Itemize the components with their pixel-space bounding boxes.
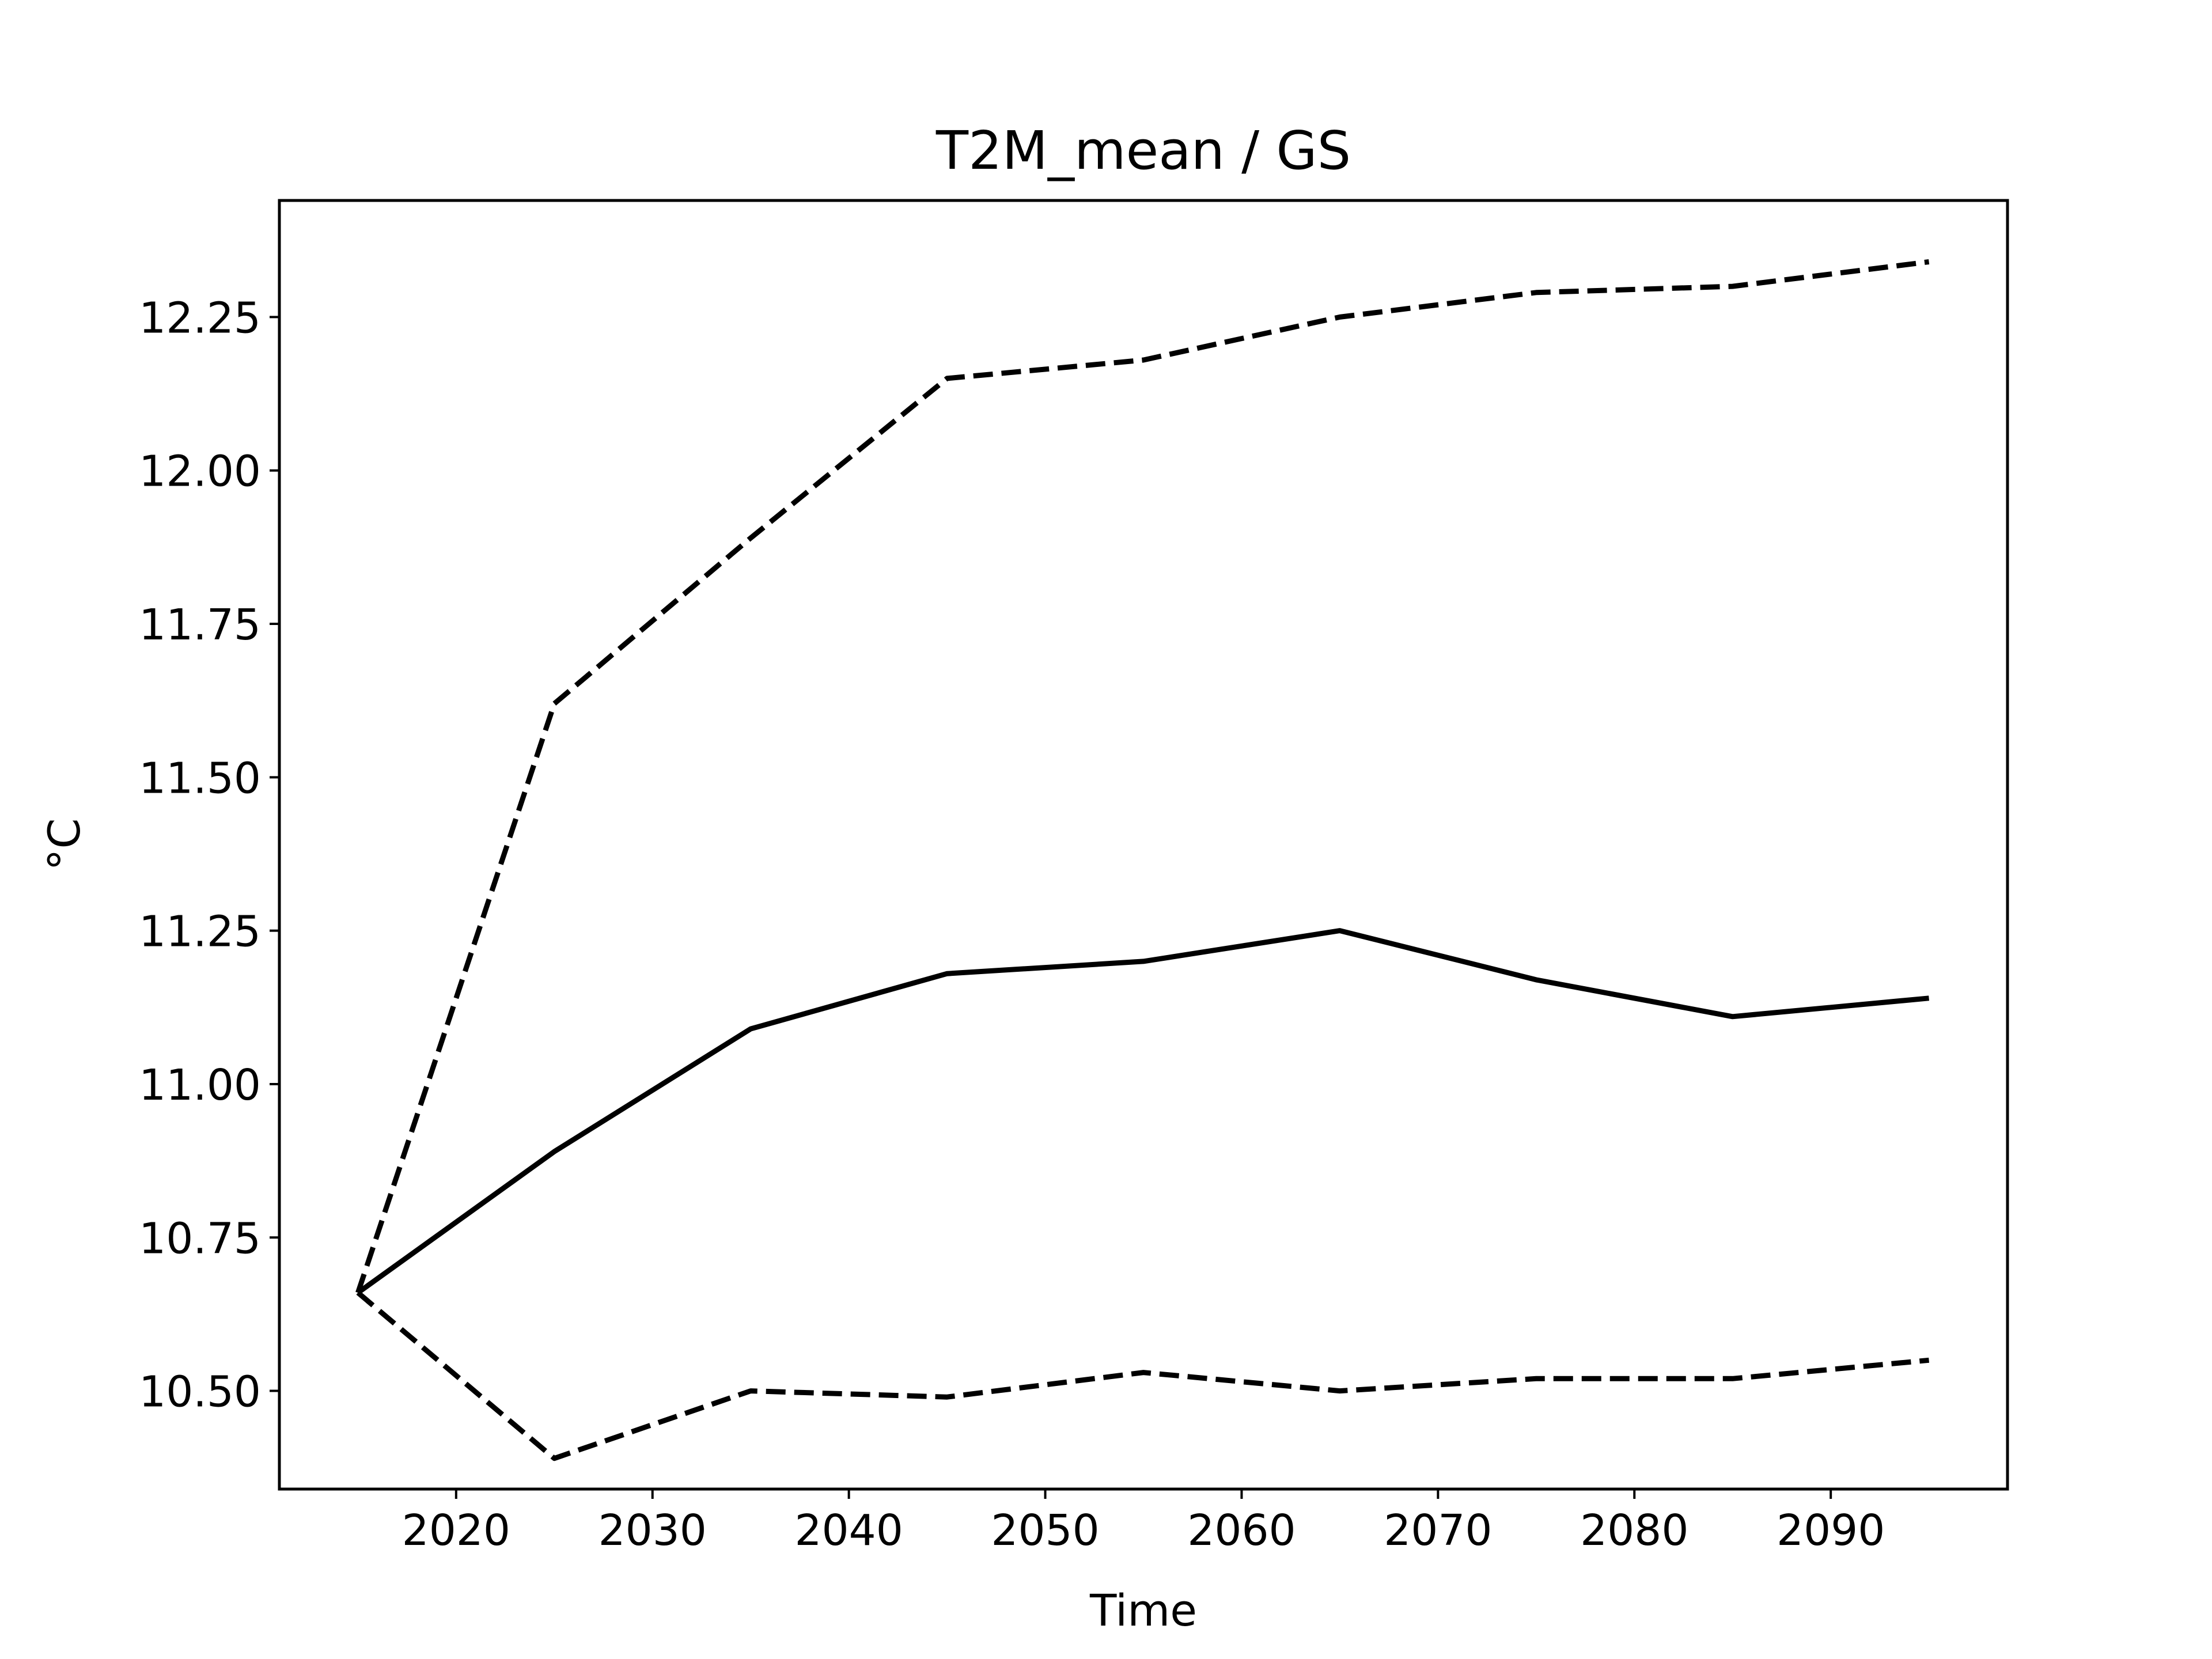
chart-title: T2M_mean / GS <box>935 120 1351 181</box>
x-tick-label: 2030 <box>599 1506 707 1555</box>
y-tick-label: 10.75 <box>139 1214 261 1263</box>
y-tick-label: 10.50 <box>139 1368 261 1417</box>
series-line-2 <box>355 259 1930 1294</box>
series-line-3 <box>356 1290 1930 1461</box>
x-tick-label: 2040 <box>794 1506 903 1555</box>
x-tick-label: 2090 <box>1777 1506 1885 1555</box>
y-tick-label: 11.50 <box>139 753 261 803</box>
x-tick-label: 2020 <box>402 1506 510 1555</box>
y-tick-label: 12.00 <box>139 447 261 497</box>
x-axis-label: Time <box>1089 1585 1197 1636</box>
x-tick-label: 2080 <box>1580 1506 1688 1555</box>
x-tick-label: 2070 <box>1384 1506 1492 1555</box>
x-tick-label: 2050 <box>991 1506 1099 1555</box>
plot-frame <box>278 199 2009 1491</box>
series-layer <box>355 259 1930 1461</box>
series-line-1 <box>356 928 1930 1295</box>
y-tick-label: 11.25 <box>139 907 261 957</box>
x-axis: 2020 2030 2040 2050 2060 2070 2080 2090 <box>402 1489 1885 1555</box>
y-axis: 10.50 10.75 11.00 11.25 11.50 11.75 12.00 12.25 <box>139 293 279 1417</box>
y-tick-label: 11.00 <box>139 1060 261 1110</box>
y-axis-label: °C <box>39 818 90 870</box>
y-tick-label: 11.75 <box>139 600 261 650</box>
x-tick-label: 2060 <box>1187 1506 1296 1555</box>
y-tick-label: 12.25 <box>139 293 261 343</box>
